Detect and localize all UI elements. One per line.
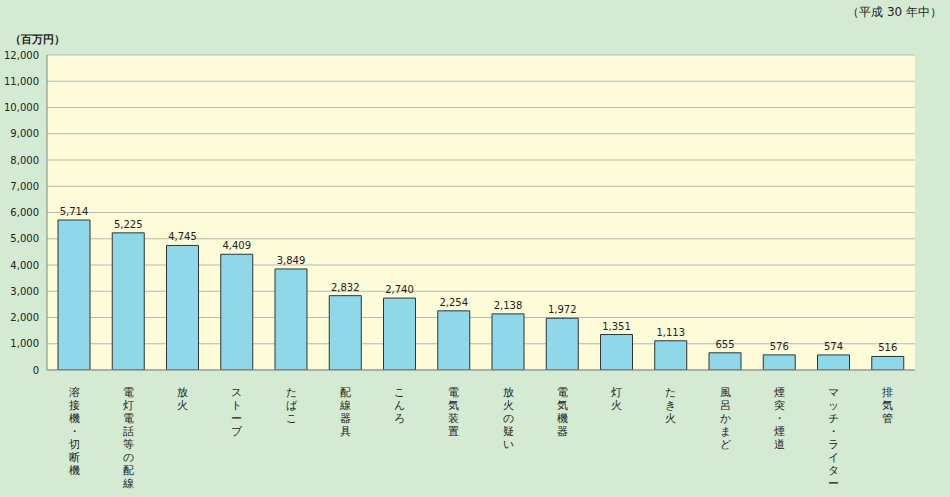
svg-text:7,000: 7,000 [10,181,39,192]
svg-text:溶接機・切断機: 溶接機・切断機 [69,386,80,477]
svg-text:1,351: 1,351 [602,321,631,332]
svg-text:2,740: 2,740 [385,284,414,295]
svg-text:たばこ: たばこ [286,386,298,425]
svg-text:0: 0 [33,365,39,376]
svg-text:放火の疑い: 放火の疑い [503,386,514,451]
svg-text:1,972: 1,972 [548,304,577,315]
svg-text:2,254: 2,254 [439,297,468,308]
svg-text:4,409: 4,409 [222,240,251,251]
svg-text:9,000: 9,000 [10,128,39,139]
svg-text:576: 576 [770,341,789,352]
svg-text:たき火: たき火 [665,386,676,425]
svg-text:655: 655 [715,339,734,350]
svg-text:4,000: 4,000 [10,260,39,271]
svg-text:5,000: 5,000 [10,233,39,244]
svg-text:6,000: 6,000 [10,207,39,218]
svg-text:574: 574 [824,341,843,352]
svg-text:煙突・煙道: 煙突・煙道 [774,386,785,451]
svg-text:12,000: 12,000 [8,50,39,61]
html-text:（百万円）: （百万円） [10,33,65,46]
svg-text:2,138: 2,138 [494,300,523,311]
svg-text:排気管: 排気管 [882,386,893,425]
svg-text:5,714: 5,714 [60,206,89,217]
svg-text:1,113: 1,113 [656,327,685,338]
svg-text:電気機器: 電気機器 [557,386,568,438]
svg-text:3,849: 3,849 [277,255,306,266]
svg-text:風呂かまど: 風呂かまど [720,386,731,451]
svg-text:電灯電話等の配線: 電灯電話等の配線 [122,386,134,490]
svg-text:放火: 放火 [177,386,188,412]
svg-text:電気装置: 電気装置 [448,386,459,438]
svg-text:配線器具: 配線器具 [339,386,351,438]
svg-text:10,000: 10,000 [8,102,39,113]
svg-text:こんろ: こんろ [394,386,405,425]
svg-text:ストーブ: ストーブ [231,386,243,438]
svg-text:1,000: 1,000 [10,338,39,349]
svg-text:2,000: 2,000 [10,312,39,323]
svg-text:4,745: 4,745 [168,231,197,242]
svg-text:灯火: 灯火 [611,386,622,412]
html-text:（平成 30 年中）: （平成 30 年中） [847,5,942,19]
svg-text:マッチ・ライター: マッチ・ライター [828,386,839,490]
svg-text:5,225: 5,225 [114,219,143,230]
svg-text:3,000: 3,000 [10,286,39,297]
svg-text:516: 516 [878,342,897,353]
svg-text:8,000: 8,000 [10,155,39,166]
svg-text:11,000: 11,000 [8,76,39,87]
svg-text:2,832: 2,832 [331,282,360,293]
